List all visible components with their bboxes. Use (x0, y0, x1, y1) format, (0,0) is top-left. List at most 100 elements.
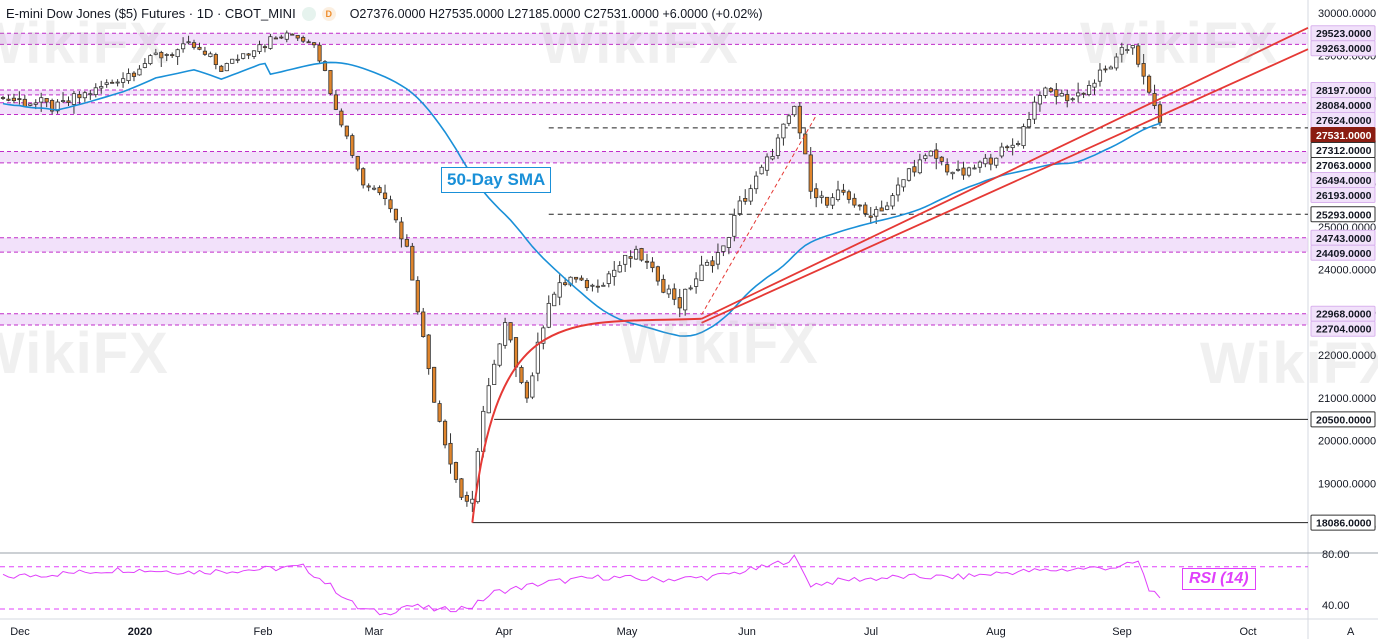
candle-body (290, 33, 295, 36)
candle-body (421, 311, 426, 338)
candle-body (1043, 87, 1048, 96)
candle-body (737, 200, 742, 214)
candle-body (1114, 56, 1119, 69)
chart-header: E-mini Dow Jones ($5) Futures · 1D · CBO… (6, 6, 763, 21)
rsi-tick-label: 40.00 (1322, 600, 1350, 612)
price-axis[interactable]: 18000.000019000.000020000.000021000.0000… (1310, 8, 1376, 612)
candle-body (781, 123, 786, 139)
candle-body (906, 168, 912, 181)
candle-body (415, 280, 420, 313)
candle-body (202, 50, 208, 55)
symbol-title[interactable]: E-mini Dow Jones ($5) Futures · 1D · CBO… (6, 6, 296, 21)
candle-body (148, 55, 153, 65)
price-label-box (1310, 514, 1376, 531)
candle-body (257, 44, 262, 52)
candle-body (1130, 45, 1135, 49)
candle-body (224, 63, 229, 72)
candle-body (1157, 104, 1163, 123)
candle-body (1086, 85, 1092, 96)
candle-body (1048, 88, 1053, 92)
candle-body (306, 41, 311, 44)
candle-body (208, 53, 213, 57)
candle-body (890, 195, 895, 207)
candle-body (694, 278, 699, 287)
price-label: 25293.0000 (1316, 209, 1372, 221)
time-tick-label: Dec (10, 626, 30, 638)
time-tick-label: Aug (986, 626, 1006, 638)
candle-body (628, 256, 633, 259)
candle-body (159, 52, 164, 59)
time-tick-label: Sep (1112, 626, 1132, 638)
candle-body (251, 50, 257, 57)
candle-body (197, 46, 202, 50)
candle-body (1054, 89, 1059, 97)
price-tick-label: 20000.0000 (1318, 436, 1376, 448)
candle-body (295, 35, 300, 39)
candle-body (994, 157, 999, 166)
candle-body (966, 167, 972, 176)
candle-body (39, 97, 44, 103)
parabolic-curve (471, 317, 702, 523)
candle-body (361, 168, 366, 186)
candle-body (863, 204, 868, 214)
candle-body (841, 189, 846, 193)
candle-body (453, 462, 459, 480)
candle-body (650, 261, 655, 269)
price-label-box (1310, 40, 1376, 57)
rsi-tick-label: 80.00 (1322, 549, 1350, 561)
price-label: 18086.0000 (1316, 518, 1372, 530)
candle-body (186, 41, 191, 44)
candle-body (115, 81, 120, 84)
time-tick-label: Mar (365, 626, 384, 638)
candle-body (633, 248, 639, 260)
candle-body (868, 215, 873, 218)
price-label: 27312.0000 (1316, 145, 1372, 157)
candle-body (1016, 143, 1021, 145)
candle-body (110, 81, 115, 84)
candle-body (945, 164, 950, 173)
price-label: 29263.0000 (1316, 43, 1372, 55)
candle-body (350, 135, 355, 156)
candle-body (273, 37, 278, 40)
candle-body (235, 58, 240, 61)
candle-body (999, 146, 1004, 157)
candle-body (50, 100, 55, 112)
candle-body (928, 150, 933, 157)
candle-body (546, 302, 551, 328)
candle-body (803, 133, 808, 155)
time-axis[interactable]: Dec 2020 Feb Mar Apr May Jun Jul Aug Sep Oct A (10, 626, 1355, 638)
candle-body (1059, 93, 1064, 97)
candle-body (1141, 63, 1146, 77)
candle-body (71, 93, 77, 105)
candle-body (366, 185, 371, 188)
candle-body (1076, 92, 1081, 97)
delayed-data-icon: D (321, 6, 336, 21)
candle-body (17, 98, 22, 101)
time-tick-label: Jul (864, 626, 878, 638)
price-label: 20500.0000 (1316, 414, 1372, 426)
candle-body (33, 102, 38, 105)
candle-body (1010, 144, 1015, 149)
candle-body (770, 156, 775, 160)
candle-body (126, 73, 131, 82)
candle-body (732, 215, 737, 237)
candle-body (972, 167, 977, 170)
auto-scale-button[interactable]: A (1347, 626, 1355, 638)
candle-body (377, 187, 382, 194)
candle-body (541, 327, 546, 344)
candle-body (372, 187, 377, 190)
candle-body (830, 197, 835, 206)
candle-body (934, 149, 939, 159)
price-label: 27063.0000 (1316, 160, 1372, 172)
candle-body (1032, 101, 1037, 120)
candle-body (1119, 47, 1124, 55)
candle-body (901, 179, 906, 188)
candle-body (748, 188, 753, 202)
candle-body (175, 49, 180, 58)
candle-body (442, 420, 448, 446)
candle-body (459, 478, 464, 498)
price-label: 27624.0000 (1316, 115, 1372, 127)
candle-body (715, 252, 721, 265)
time-tick-label: May (617, 626, 638, 638)
